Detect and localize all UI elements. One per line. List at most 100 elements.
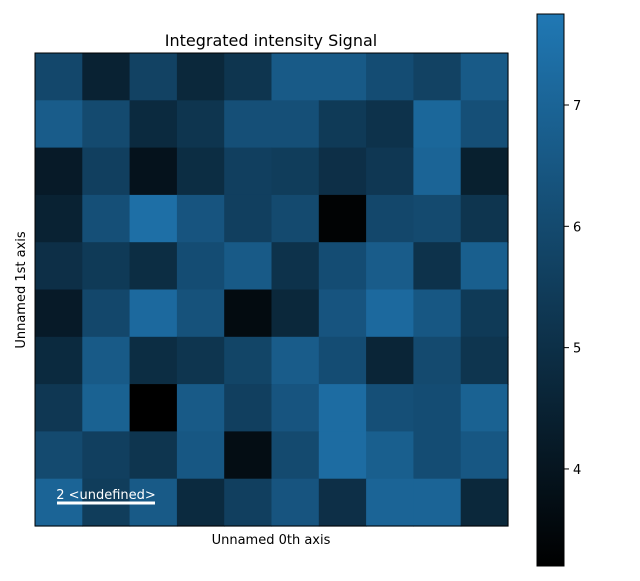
scale-bar-label: 2 <undefined> (56, 488, 156, 503)
heatmap-cell (176, 53, 225, 101)
chart-title: Integrated intensity Signal (165, 31, 377, 50)
y-axis-label: Unnamed 1st axis (14, 231, 29, 349)
heatmap-cell (366, 147, 414, 196)
heatmap-cell (318, 384, 367, 432)
heatmap-cell (82, 147, 131, 196)
heatmap-cell (176, 242, 225, 291)
heatmap-cell (129, 242, 178, 291)
heatmap-cell (176, 431, 225, 480)
heatmap-cell (35, 100, 83, 149)
heatmap-cell (82, 289, 131, 338)
heatmap-cell (318, 289, 367, 338)
heatmap-cell (366, 384, 414, 432)
heatmap-cell (35, 242, 83, 291)
heatmap-cell (82, 336, 131, 385)
heatmap-cell (413, 289, 462, 338)
heatmap-cell (82, 53, 131, 101)
heatmap-cell (35, 289, 83, 338)
heatmap-cell (318, 100, 367, 149)
heatmap-cell (224, 384, 273, 432)
heatmap-cell (176, 478, 225, 527)
heatmap-cell (413, 100, 462, 149)
heatmap-cell (413, 53, 462, 101)
heatmap-cell (460, 289, 509, 338)
heatmap-cell (224, 147, 273, 196)
heatmap-cell (224, 194, 273, 243)
heatmap-cell (35, 147, 83, 196)
heatmap-cell (366, 242, 414, 291)
heatmap-cell (176, 336, 225, 385)
heatmap-cell (271, 194, 320, 243)
heatmap-cell (366, 53, 414, 101)
heatmap-cell (129, 431, 178, 480)
heatmap-cell (35, 431, 83, 480)
heatmap-cell (176, 194, 225, 243)
colorbar (536, 13, 565, 567)
heatmap-cell (413, 194, 462, 243)
heatmap-cell (82, 431, 131, 480)
heatmap-cell (82, 242, 131, 291)
colorbar-tick-label: 6 (573, 220, 581, 235)
heatmap-cell (271, 478, 320, 527)
heatmap-cell (129, 384, 178, 432)
heatmap-cell (413, 431, 462, 480)
heatmap-cell (460, 53, 509, 101)
heatmap-cell (460, 242, 509, 291)
x-axis-label: Unnamed 0th axis (212, 533, 331, 548)
heatmap-cell (460, 147, 509, 196)
heatmap-cell (271, 289, 320, 338)
heatmap-cell (413, 478, 462, 527)
heatmap-cell (35, 336, 83, 385)
plot-frame (34, 52, 509, 527)
heatmap-cell (129, 147, 178, 196)
heatmap-cell (176, 100, 225, 149)
heatmap-cell (460, 478, 509, 527)
heatmap-cell (460, 100, 509, 149)
heatmap-cell (413, 242, 462, 291)
heatmap-cell (129, 53, 178, 101)
colorbar-tick-label: 7 (573, 99, 581, 114)
heatmap-cell (271, 384, 320, 432)
heatmap-cell (129, 194, 178, 243)
heatmap-cell (271, 147, 320, 196)
heatmap-cell (318, 478, 367, 527)
heatmap-cell (460, 194, 509, 243)
heatmap-cell (318, 194, 367, 243)
heatmap-cell (176, 147, 225, 196)
heatmap-cell (460, 431, 509, 480)
heatmap-cell (129, 336, 178, 385)
heatmap-cell (366, 100, 414, 149)
heatmap-cell (129, 100, 178, 149)
heatmap-cell (460, 384, 509, 432)
heatmap-cell (82, 384, 131, 432)
heatmap-cell (176, 289, 225, 338)
heatmap-cell (176, 384, 225, 432)
heatmap-cell (82, 100, 131, 149)
heatmap-cell (271, 100, 320, 149)
heatmap-cell (318, 431, 367, 480)
heatmap-cell (271, 431, 320, 480)
heatmap-cell (271, 336, 320, 385)
colorbar-tick-label: 4 (573, 463, 581, 478)
heatmap-cell (271, 53, 320, 101)
heatmap-cell (35, 384, 83, 432)
heatmap-cell (224, 289, 273, 338)
colorbar-ticks: 4 5 6 7 (564, 99, 581, 478)
heatmap-cell (35, 194, 83, 243)
heatmap-cell (224, 431, 273, 480)
heatmap-cell (366, 289, 414, 338)
heatmap-cell (460, 336, 509, 385)
heatmap-cell (129, 289, 178, 338)
heatmap-cell (413, 147, 462, 196)
scale-bar: 2 <undefined> (56, 488, 156, 505)
heatmap-cell (366, 478, 414, 527)
colorbar-tick-label: 5 (573, 342, 581, 357)
heatmap-cell (318, 147, 367, 196)
heatmap-cell (35, 53, 83, 101)
heatmap-cell (271, 242, 320, 291)
heatmap-cell (224, 336, 273, 385)
heatmap-cell (318, 336, 367, 385)
heatmap-cell (413, 384, 462, 432)
heatmap-cell (366, 336, 414, 385)
